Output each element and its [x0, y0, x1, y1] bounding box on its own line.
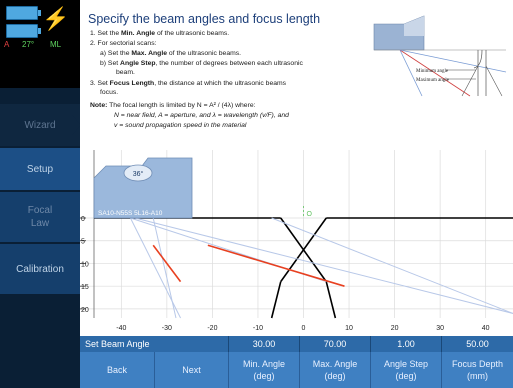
nav-wizard[interactable]: Wizard [0, 104, 80, 146]
mode-label: ML [50, 40, 62, 49]
bottom-bar: Set Beam Angle 30.00 70.00 1.00 50.00 Ba… [80, 336, 513, 388]
focus-depth-button[interactable]: Focus Depth (mm) [441, 352, 513, 388]
boundary-line [280, 217, 327, 283]
y-tick-label: 5 [81, 239, 85, 246]
x-tick-label: 0 [302, 325, 306, 332]
x-tick-label: -20 [207, 325, 217, 332]
x-axis-ticks: -40 -30 -20 -10 0 10 20 30 40 [116, 325, 489, 332]
power-icon: ⚡ [42, 6, 70, 31]
wedge-angle-label: 36° [133, 170, 144, 178]
y-tick-label: 0 [81, 216, 85, 223]
origin-label: O [307, 211, 313, 218]
y-axis-ticks: 0 5 10 15 20 [80, 216, 89, 314]
instruction-line: focus. [100, 89, 119, 96]
battery-icon [6, 24, 41, 38]
next-button[interactable]: Next [154, 352, 228, 388]
status-area: ⚡ A 27° ML [0, 0, 80, 88]
focus-beam-line [207, 244, 345, 287]
y-tick-label: 20 [81, 307, 89, 314]
angle-step-button[interactable]: Angle Step (deg) [370, 352, 441, 388]
instruction-panel: Specify the beam angles and focus length… [80, 0, 513, 148]
beam-diagram: Minimum angle Maximum angle [373, 15, 507, 97]
nav-setup[interactable]: Setup [0, 148, 80, 190]
beam-line [399, 49, 507, 73]
focus-depth-value: 50.00 [441, 336, 513, 352]
nav-calibration-label: Calibration [16, 263, 64, 275]
step-name: Set Beam Angle [80, 336, 228, 352]
channel-label: A [4, 40, 10, 49]
instruction-line: 1. Set the Min. Angle of the ultrasonic … [90, 30, 230, 37]
instruction-line: 3. Set Focus Length, the distance at whi… [90, 80, 287, 87]
diagram-max-label: Maximum angle [416, 78, 450, 83]
battery-icon [6, 6, 41, 20]
flaw-shape [473, 49, 487, 96]
beam-line [134, 217, 513, 314]
instruction-line: beam. [116, 69, 135, 76]
left-panel: ⚡ A 27° ML Wizard Setup Focal Law Calibr… [0, 0, 81, 388]
x-tick-label: 30 [436, 325, 444, 332]
x-tick-label: -10 [253, 325, 263, 332]
probe-shape [404, 16, 424, 36]
beam-chart: 0 5 10 15 20 -40 -30 -20 -10 0 10 20 30 40 36° SA10-… [80, 148, 513, 336]
y-tick-label: 10 [81, 261, 89, 268]
active-arrow [72, 115, 81, 135]
x-tick-label: 40 [482, 325, 490, 332]
beam-line [129, 217, 181, 319]
instruction-line: 2. For sectorial scans: [90, 40, 157, 47]
boundary-line [325, 281, 337, 319]
instruction-line: b) Set Angle Step, the number of degrees… [100, 60, 303, 67]
chart-series [94, 217, 513, 319]
note-line: Note: The focal length is limited by N =… [90, 102, 256, 109]
reflection-line [461, 65, 503, 97]
probe-label: SA10-N55S 5L16-A10 [98, 210, 163, 217]
x-tick-label: -30 [162, 325, 172, 332]
boundary-line [270, 281, 282, 319]
angle-badge [123, 164, 153, 182]
max-angle-button[interactable]: Max. Angle (deg) [299, 352, 370, 388]
y-tick-label: 15 [81, 284, 89, 291]
nav-focal-law[interactable]: Focal Law [0, 192, 80, 242]
focus-beam-line [152, 244, 182, 283]
beam-line [271, 217, 513, 314]
x-tick-label: -40 [116, 325, 126, 332]
x-tick-label: 10 [345, 325, 353, 332]
nav-focal-law-label: Focal Law [27, 205, 53, 229]
probe-block: 36° SA10-N55S 5L16-A10 [93, 157, 193, 219]
probe-wedge [93, 157, 193, 219]
beam-line [399, 49, 423, 97]
beam-line [399, 49, 471, 97]
nav-wizard-label: Wizard [24, 119, 56, 131]
note-line: v = sound propagation speed in the mater… [114, 122, 247, 129]
max-angle-value: 70.00 [299, 336, 370, 352]
angle-step-value: 1.00 [370, 336, 441, 352]
diagram-min-label: Minimum angle [416, 69, 449, 74]
note-line: N = near field, A = aperture, and λ = wa… [114, 112, 289, 119]
instruction-title: Specify the beam angles and focus length [88, 12, 321, 26]
x-tick-label: 20 [391, 325, 399, 332]
nav-calibration[interactable]: Calibration [0, 244, 80, 294]
min-angle-button[interactable]: Min. Angle (deg) [228, 352, 299, 388]
temperature-readout: 27° [22, 40, 35, 49]
back-button[interactable]: Back [80, 352, 154, 388]
nav-setup-label: Setup [26, 163, 54, 175]
min-angle-value: 30.00 [228, 336, 299, 352]
instruction-line: a) Set the Max. Angle of the ultrasonic … [100, 50, 242, 57]
